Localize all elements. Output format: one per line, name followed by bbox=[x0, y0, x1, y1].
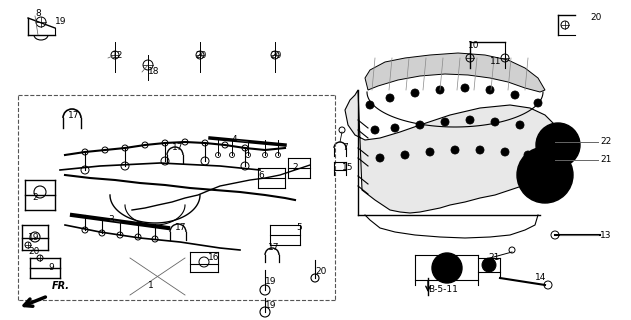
Circle shape bbox=[491, 118, 499, 126]
Text: 19: 19 bbox=[265, 277, 276, 286]
Circle shape bbox=[511, 91, 519, 99]
Text: 1: 1 bbox=[148, 281, 154, 290]
Text: 20: 20 bbox=[315, 268, 326, 276]
Text: 9: 9 bbox=[48, 263, 54, 273]
Circle shape bbox=[441, 118, 449, 126]
Text: 19: 19 bbox=[265, 301, 276, 310]
Circle shape bbox=[517, 147, 573, 203]
Circle shape bbox=[401, 151, 409, 159]
Text: 12: 12 bbox=[112, 51, 124, 60]
Text: 20: 20 bbox=[590, 13, 601, 22]
Text: 8: 8 bbox=[35, 10, 41, 19]
Circle shape bbox=[461, 84, 469, 92]
Text: 21: 21 bbox=[600, 156, 611, 164]
Text: 2: 2 bbox=[32, 194, 38, 203]
Circle shape bbox=[376, 154, 384, 162]
Circle shape bbox=[436, 86, 444, 94]
Text: 3: 3 bbox=[108, 215, 114, 225]
Text: 17: 17 bbox=[68, 110, 80, 119]
Circle shape bbox=[516, 121, 524, 129]
Text: 19: 19 bbox=[55, 18, 66, 27]
Text: 19: 19 bbox=[28, 234, 40, 243]
Text: 14: 14 bbox=[535, 274, 546, 283]
Text: 11: 11 bbox=[490, 58, 502, 67]
Circle shape bbox=[486, 86, 494, 94]
Circle shape bbox=[476, 146, 484, 154]
Text: 13: 13 bbox=[600, 230, 611, 239]
Text: 20: 20 bbox=[28, 247, 39, 257]
Text: 21: 21 bbox=[488, 253, 499, 262]
Text: 17: 17 bbox=[175, 223, 187, 233]
Circle shape bbox=[371, 126, 379, 134]
Text: B-5-11: B-5-11 bbox=[428, 285, 458, 294]
Text: 18: 18 bbox=[148, 68, 160, 76]
Circle shape bbox=[366, 101, 374, 109]
Circle shape bbox=[451, 146, 459, 154]
Text: 20: 20 bbox=[270, 51, 281, 60]
Text: FR.: FR. bbox=[52, 281, 70, 291]
Circle shape bbox=[391, 124, 399, 132]
Circle shape bbox=[534, 99, 542, 107]
Text: 5: 5 bbox=[296, 223, 302, 233]
Circle shape bbox=[482, 258, 496, 272]
Circle shape bbox=[501, 148, 509, 156]
Circle shape bbox=[416, 121, 424, 129]
Circle shape bbox=[426, 148, 434, 156]
Circle shape bbox=[536, 123, 580, 167]
Text: 22: 22 bbox=[600, 138, 611, 147]
Circle shape bbox=[524, 151, 532, 159]
Text: 10: 10 bbox=[468, 41, 480, 50]
Circle shape bbox=[386, 94, 394, 102]
Text: 2: 2 bbox=[292, 164, 298, 172]
Text: 17: 17 bbox=[172, 143, 184, 153]
Text: 16: 16 bbox=[208, 253, 220, 262]
Circle shape bbox=[432, 253, 462, 283]
Text: 20: 20 bbox=[195, 51, 206, 60]
Text: 15: 15 bbox=[342, 164, 353, 172]
Text: 4: 4 bbox=[232, 135, 238, 145]
Polygon shape bbox=[345, 90, 560, 213]
Text: 7: 7 bbox=[342, 143, 348, 153]
Text: 6: 6 bbox=[258, 171, 264, 180]
Circle shape bbox=[466, 116, 474, 124]
Circle shape bbox=[411, 89, 419, 97]
Polygon shape bbox=[365, 53, 545, 92]
Text: 17: 17 bbox=[268, 244, 280, 252]
